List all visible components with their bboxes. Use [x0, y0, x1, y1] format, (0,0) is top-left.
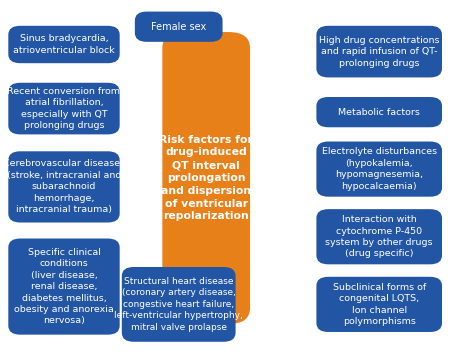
Text: Subclinical forms of
congenital LQTS,
Ion channel
polymorphisms: Subclinical forms of congenital LQTS, Io…	[333, 283, 426, 326]
FancyBboxPatch shape	[9, 83, 119, 135]
FancyBboxPatch shape	[9, 239, 119, 335]
Text: Female sex: Female sex	[151, 22, 206, 32]
FancyBboxPatch shape	[316, 97, 442, 127]
FancyBboxPatch shape	[316, 209, 442, 264]
Text: High drug concentrations
and rapid infusion of QT-
prolonging drugs: High drug concentrations and rapid infus…	[319, 36, 439, 68]
FancyBboxPatch shape	[162, 32, 250, 324]
Text: Cerebrovascular diseases
(stroke, intracranial and
subarachnoid
hemorrhage,
intr: Cerebrovascular diseases (stroke, intrac…	[3, 159, 125, 214]
FancyBboxPatch shape	[316, 26, 442, 78]
FancyBboxPatch shape	[316, 141, 442, 197]
Text: Structural heart disease
(coronary artery disease,
congestive heart failure,
lef: Structural heart disease (coronary arter…	[114, 277, 243, 332]
Text: Specific clinical
conditions
(liver disease,
renal disease,
diabetes mellitus,
o: Specific clinical conditions (liver dise…	[14, 248, 114, 325]
Text: Sinus bradycardia,
atrioventricular block: Sinus bradycardia, atrioventricular bloc…	[13, 34, 115, 55]
FancyBboxPatch shape	[135, 11, 222, 42]
FancyBboxPatch shape	[316, 277, 442, 332]
Text: Risk factors for
drug-induced
QT interval
prolongation
and dispersion
of ventric: Risk factors for drug-induced QT interva…	[159, 135, 253, 221]
Text: Recent conversion from
atrial fibrillation,
especially with QT
prolonging drugs: Recent conversion from atrial fibrillati…	[8, 87, 120, 130]
Text: Interaction with
cytochrome P-450
system by other drugs
(drug specific): Interaction with cytochrome P-450 system…	[326, 215, 433, 258]
FancyBboxPatch shape	[9, 26, 119, 63]
FancyBboxPatch shape	[122, 267, 236, 342]
FancyBboxPatch shape	[9, 151, 119, 222]
Text: Electrolyte disturbances
(hypokalemia,
hypomagnesemia,
hypocalcaemia): Electrolyte disturbances (hypokalemia, h…	[322, 147, 437, 191]
Text: Metabolic factors: Metabolic factors	[338, 108, 420, 117]
